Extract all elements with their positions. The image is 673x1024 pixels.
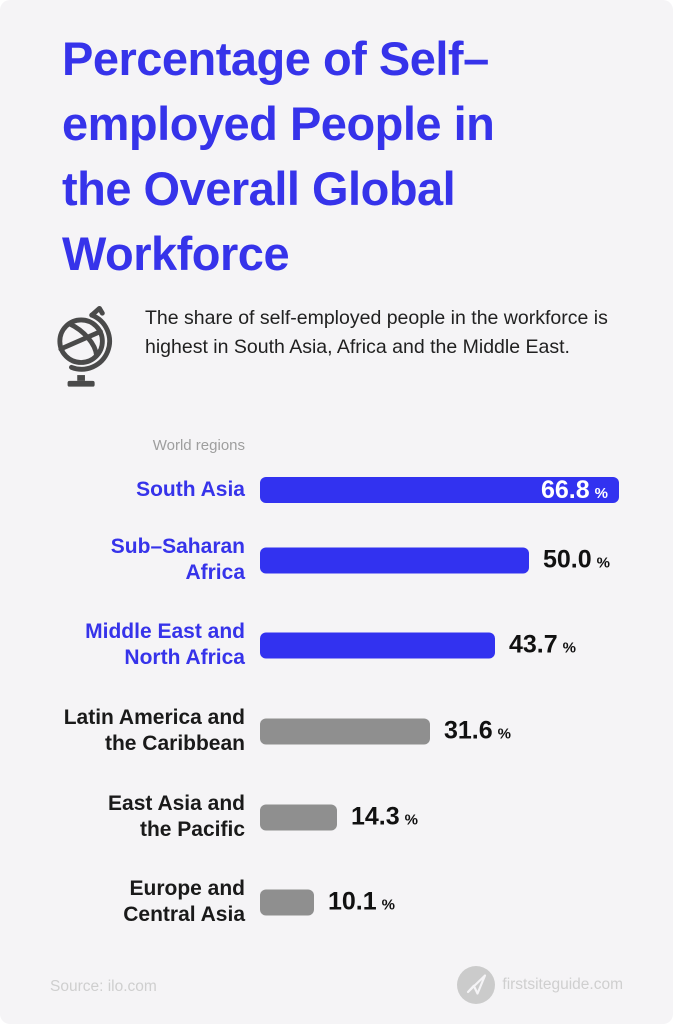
- bar: [260, 718, 430, 744]
- bar: [260, 547, 529, 573]
- bar-value: 43.7%: [509, 630, 577, 659]
- bar-value: 14.3%: [351, 802, 419, 831]
- brand-label: firstsiteguide.com: [502, 976, 623, 993]
- chart-row: Europe and Central Asia 10.1%: [0, 874, 673, 930]
- source-label: Source: ilo.com: [50, 978, 157, 995]
- bar: [260, 632, 495, 658]
- chart-row: Middle East and North Africa 43.7%: [0, 617, 673, 673]
- bar: 66.8%: [260, 475, 619, 504]
- brand-badge: firstsiteguide.com: [457, 966, 623, 1004]
- chart-row: Sub–Saharan Africa 50.0%: [0, 532, 673, 588]
- chart-row: East Asia and the Pacific 14.3%: [0, 789, 673, 845]
- bar-label: Middle East and North Africa: [85, 620, 245, 669]
- paper-plane-icon: [457, 966, 496, 1004]
- chart-row: Latin America and the Caribbean 31.6%: [0, 703, 673, 759]
- bar-value: 66.8%: [540, 475, 608, 504]
- bar-label: East Asia and the Pacific: [108, 792, 245, 841]
- bar-label: Sub–Saharan Africa: [110, 535, 245, 584]
- axis-label: World regions: [152, 437, 245, 454]
- bar-label: Europe and Central Asia: [123, 877, 245, 926]
- globe-icon: [57, 305, 112, 387]
- bar-value: 31.6%: [444, 716, 512, 745]
- bar-label: South Asia: [136, 478, 245, 501]
- bar: [260, 889, 314, 915]
- bar-value: 10.1%: [328, 887, 396, 916]
- subtitle-text: The share of self-employed people in the…: [145, 307, 608, 358]
- bar-chart: World regions South Asia 66.8% Sub–Saharan…: [0, 432, 673, 942]
- bar-value: 50.0%: [543, 545, 611, 574]
- page-title: Percentage of Self– employed People in the…: [62, 32, 495, 280]
- bar-label: Latin America and the Caribbean: [63, 706, 245, 755]
- chart-row: South Asia 66.8%: [0, 462, 673, 518]
- bar: [260, 804, 337, 830]
